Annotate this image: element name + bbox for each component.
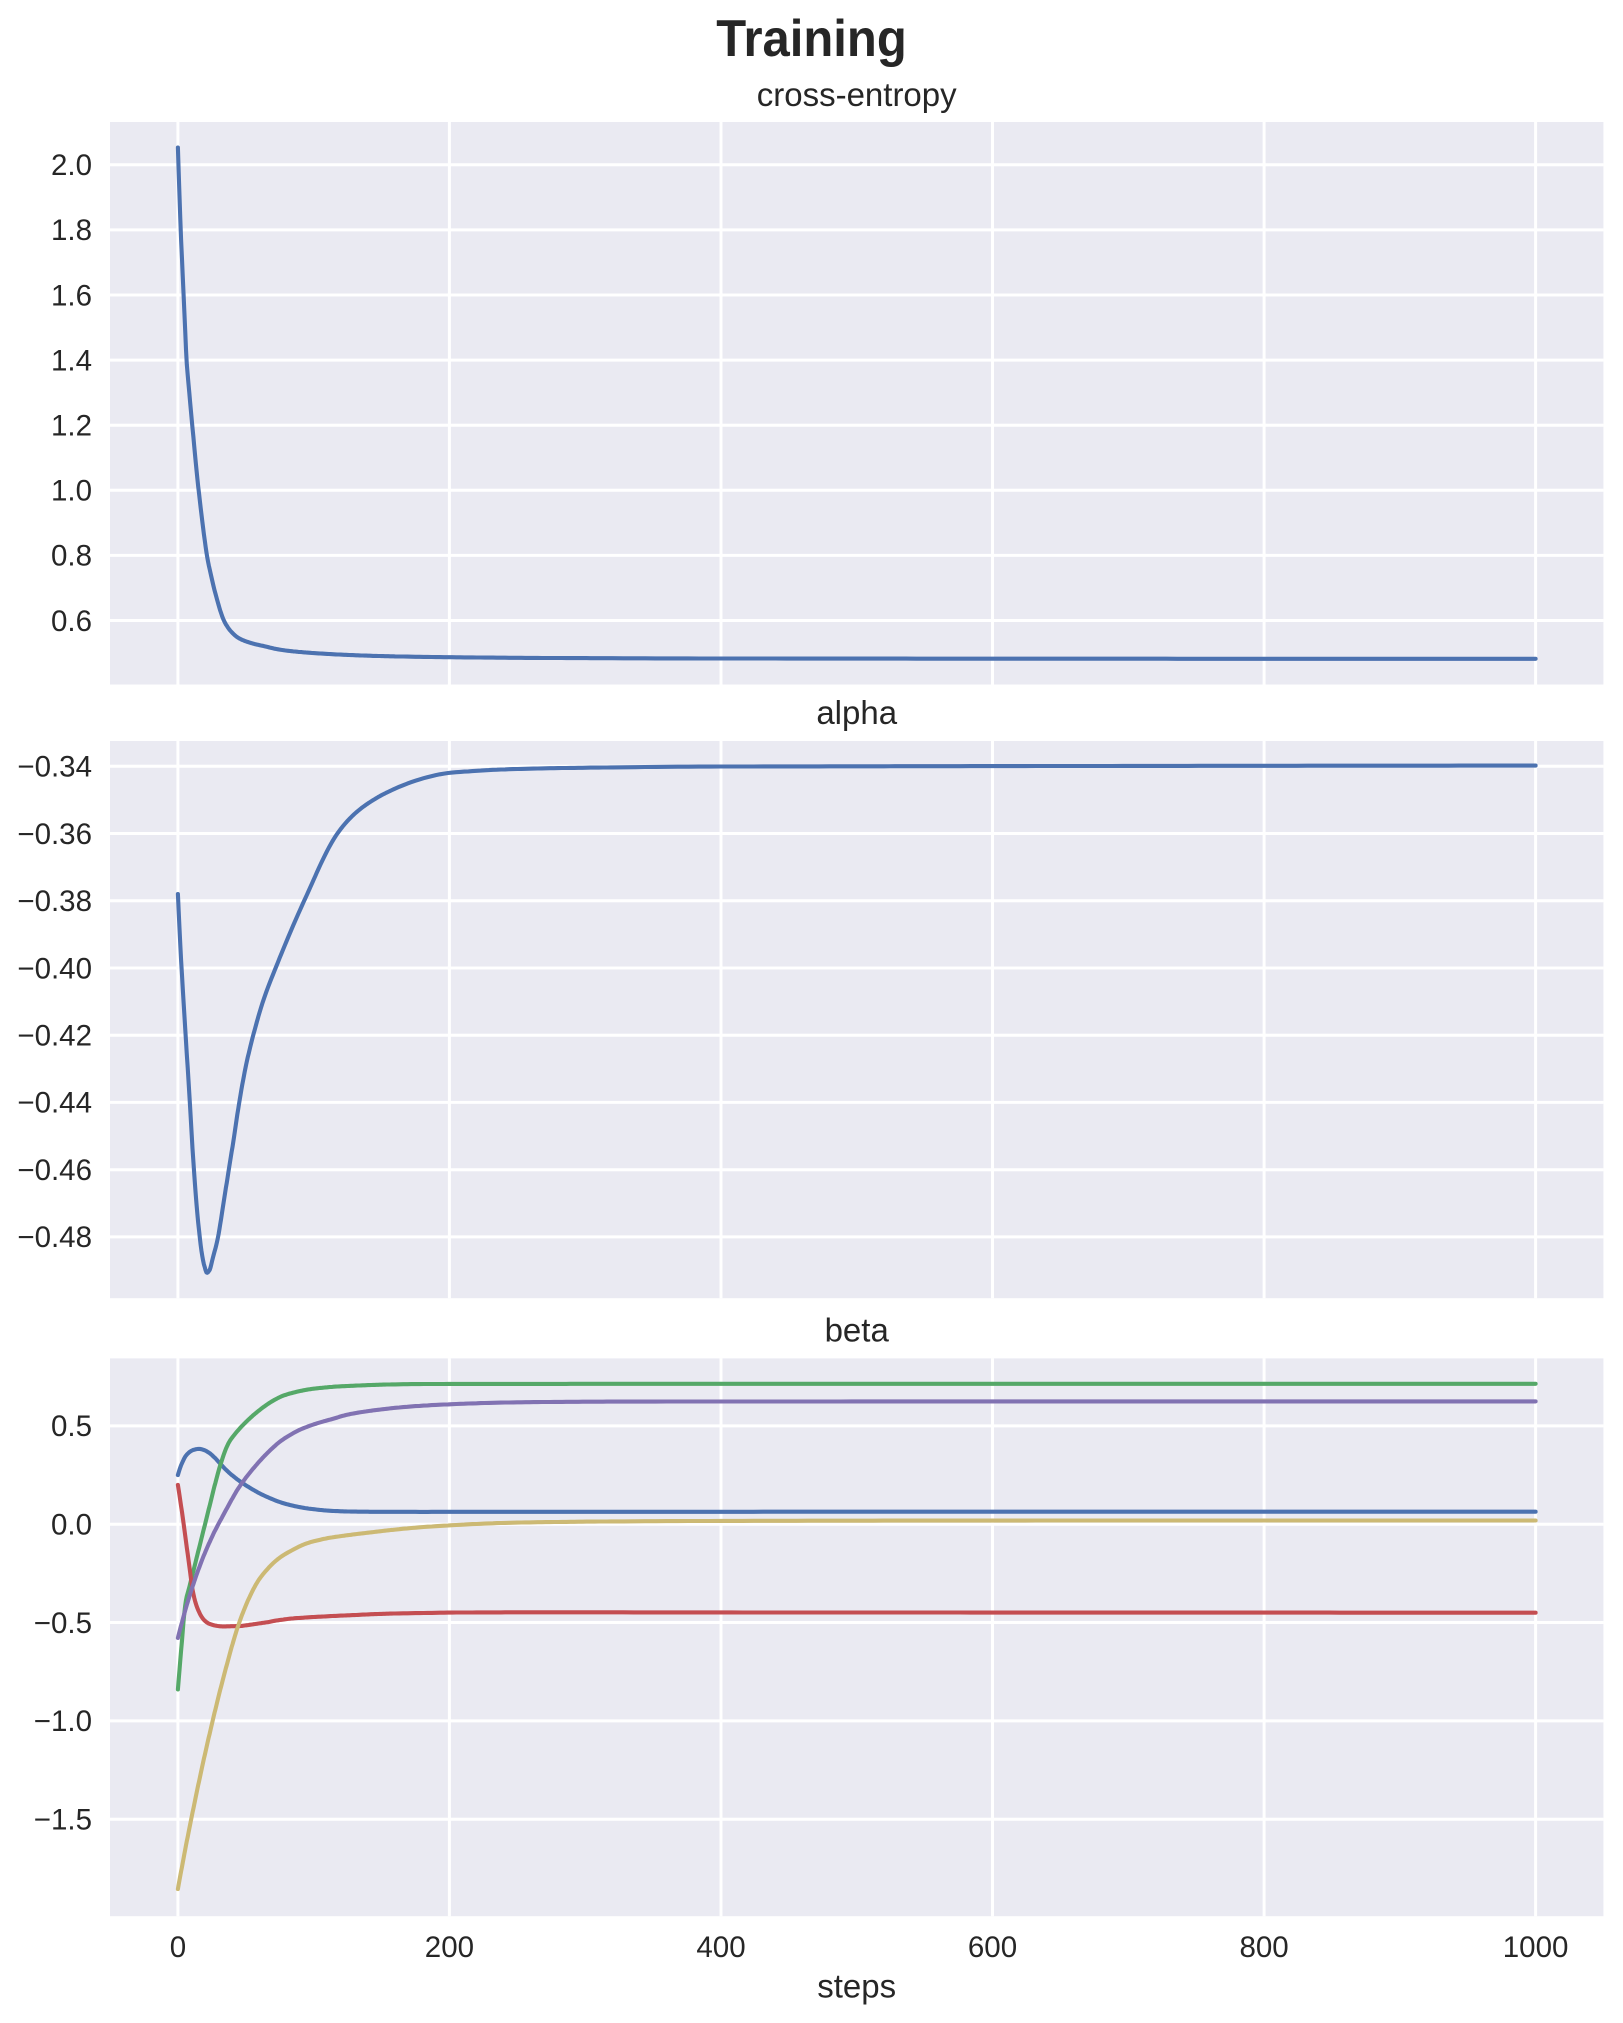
svg-text:0.5: 0.5 bbox=[51, 1410, 92, 1443]
svg-text:400: 400 bbox=[696, 1931, 745, 1964]
svg-text:1.8: 1.8 bbox=[51, 214, 92, 247]
svg-text:0: 0 bbox=[170, 1931, 186, 1964]
svg-text:−0.46: −0.46 bbox=[17, 1154, 92, 1187]
svg-text:cross-entropy: cross-entropy bbox=[757, 76, 957, 113]
svg-text:1.6: 1.6 bbox=[51, 279, 92, 312]
svg-text:1.2: 1.2 bbox=[51, 410, 92, 443]
svg-text:600: 600 bbox=[968, 1931, 1017, 1964]
svg-text:1000: 1000 bbox=[1503, 1931, 1569, 1964]
svg-text:−0.40: −0.40 bbox=[17, 952, 92, 985]
svg-text:0.0: 0.0 bbox=[51, 1509, 92, 1542]
svg-text:0.6: 0.6 bbox=[51, 605, 92, 638]
svg-text:−0.44: −0.44 bbox=[17, 1087, 92, 1120]
svg-text:800: 800 bbox=[1239, 1931, 1288, 1964]
svg-text:2.0: 2.0 bbox=[51, 149, 92, 182]
svg-text:alpha: alpha bbox=[816, 694, 897, 731]
svg-text:−0.5: −0.5 bbox=[34, 1607, 92, 1640]
svg-text:−0.42: −0.42 bbox=[17, 1020, 92, 1053]
svg-text:−1.5: −1.5 bbox=[34, 1804, 92, 1837]
svg-text:−0.34: −0.34 bbox=[17, 751, 92, 784]
svg-text:beta: beta bbox=[825, 1311, 890, 1348]
svg-text:1.0: 1.0 bbox=[51, 475, 92, 508]
svg-text:−0.36: −0.36 bbox=[17, 818, 92, 851]
svg-text:−0.38: −0.38 bbox=[17, 885, 92, 918]
svg-text:−1.0: −1.0 bbox=[34, 1705, 92, 1738]
svg-text:200: 200 bbox=[425, 1931, 474, 1964]
svg-text:−0.48: −0.48 bbox=[17, 1221, 92, 1254]
svg-text:0.8: 0.8 bbox=[51, 540, 92, 573]
svg-text:Training: Training bbox=[716, 9, 907, 67]
svg-text:1.4: 1.4 bbox=[51, 344, 92, 377]
svg-text:steps: steps bbox=[817, 1968, 896, 2005]
